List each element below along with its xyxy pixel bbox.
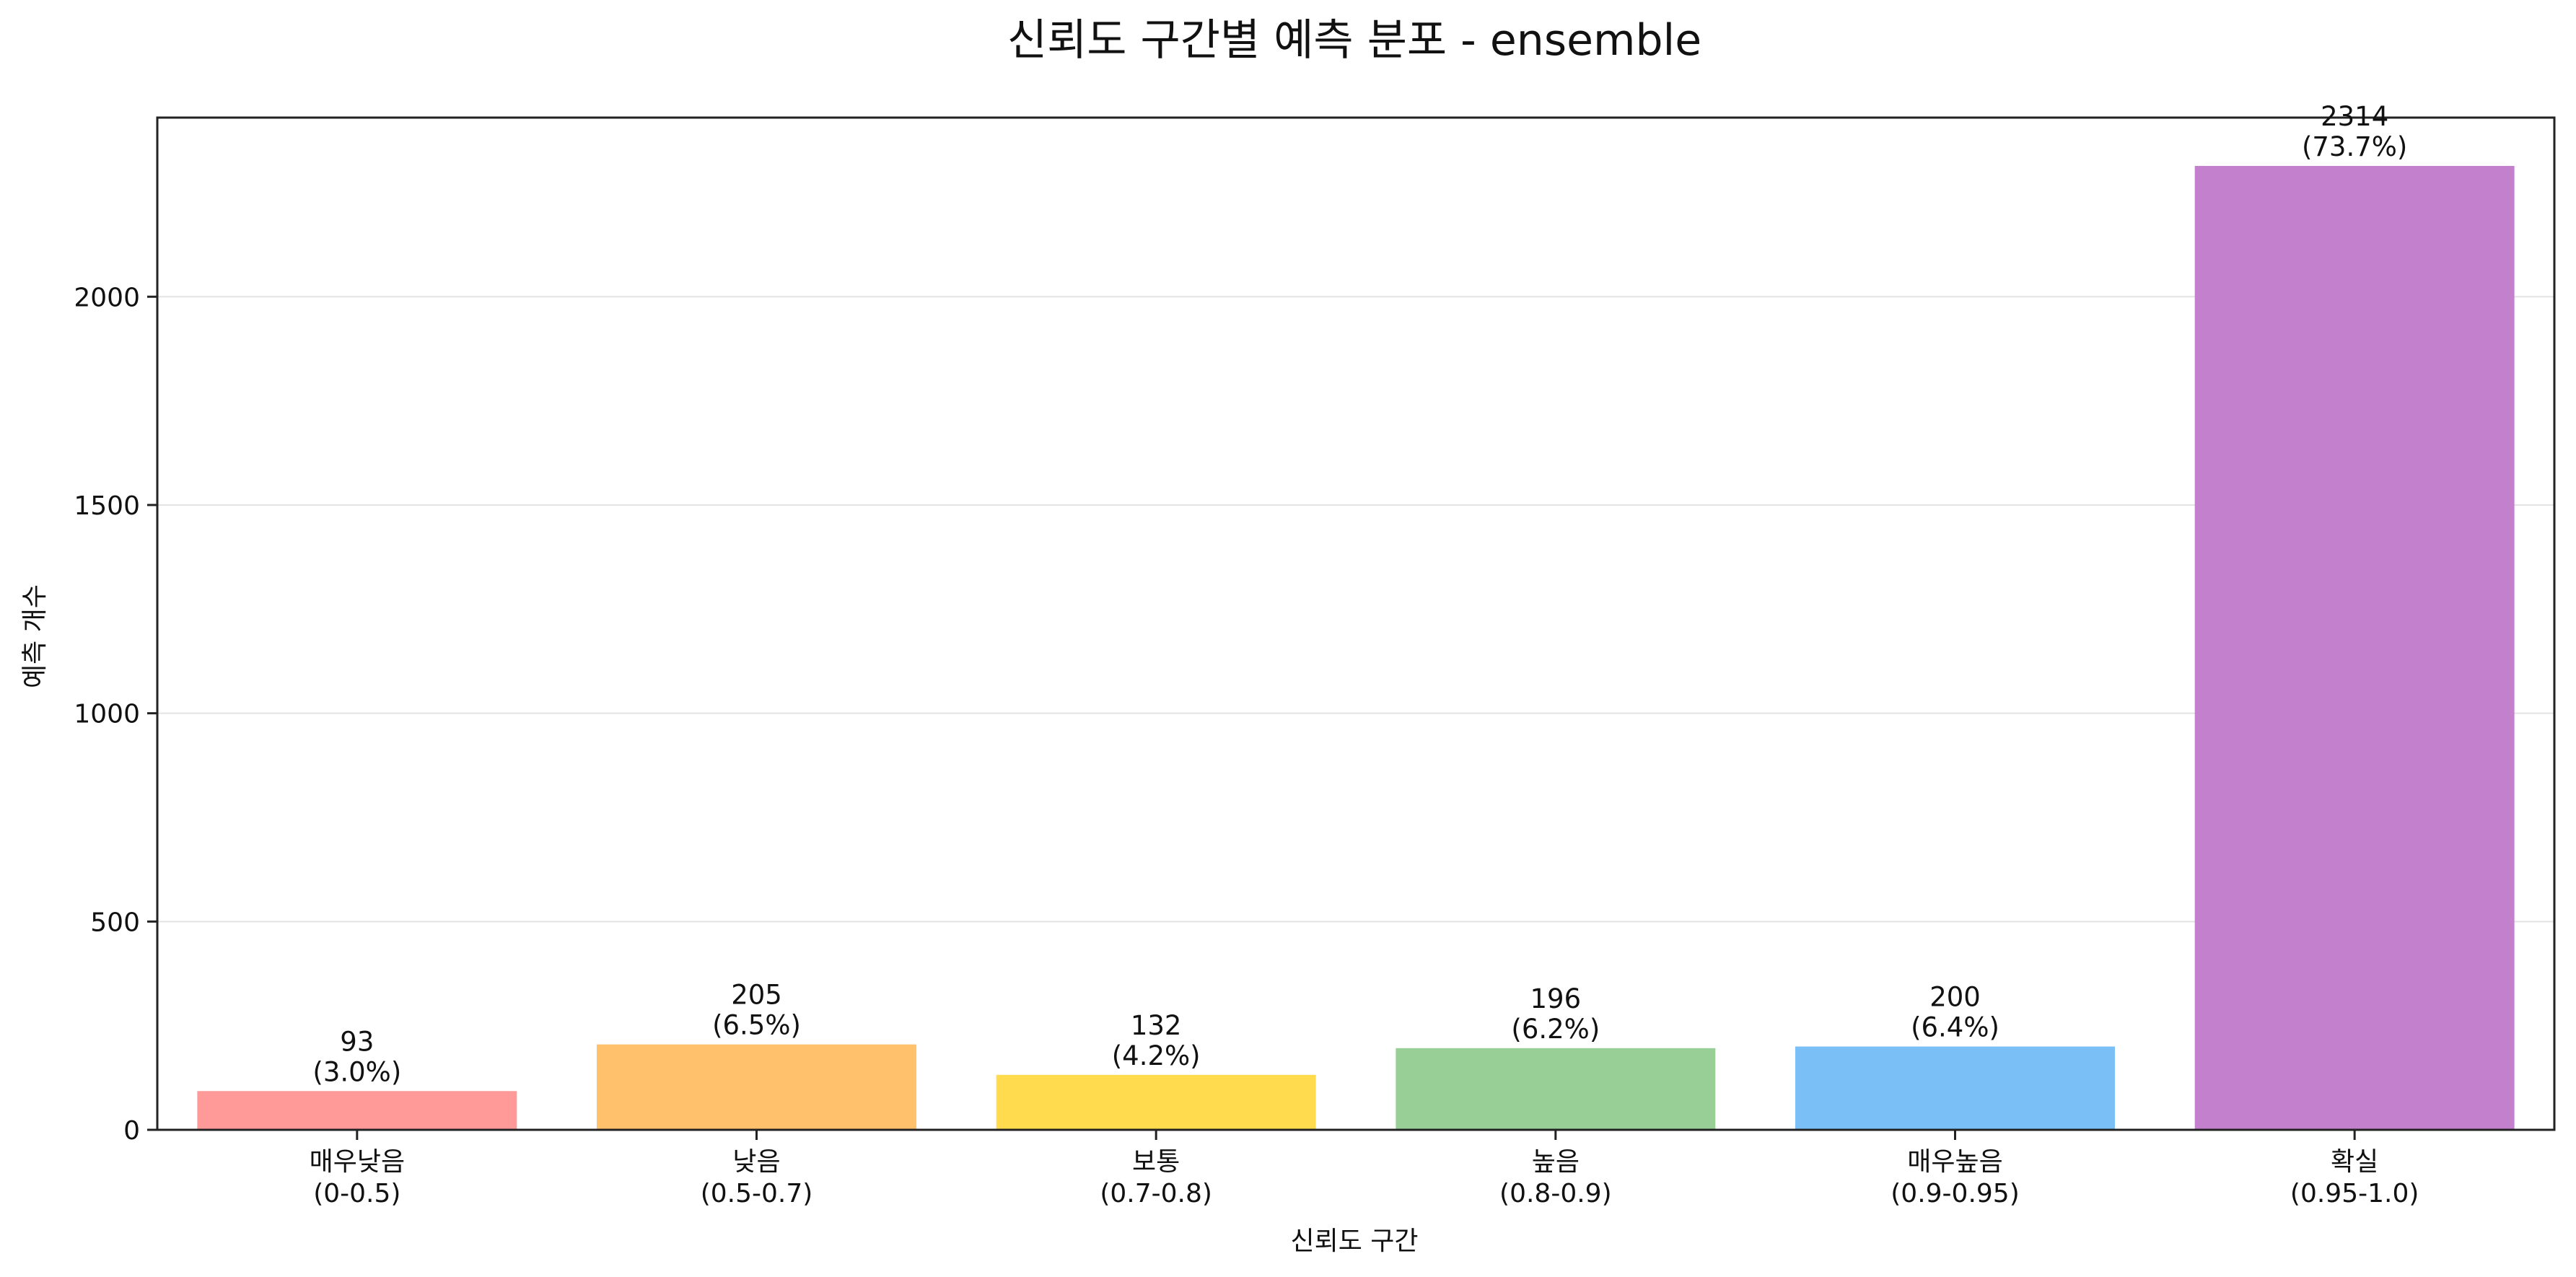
data-label-percent: (6.2%) (1511, 1014, 1600, 1045)
bars (197, 165, 2515, 1130)
data-label-percent: (6.5%) (712, 1010, 801, 1041)
x-tick-range-label: (0-0.5) (313, 1179, 400, 1208)
x-tick-range-label: (0.95-1.0) (2290, 1179, 2419, 1208)
data-labels: 93(3.0%) 205(6.5%) 132(4.2%) 196(6.2%) 200(6… (312, 101, 2407, 1087)
x-tick-label: 매우높음 (1907, 1147, 2002, 1177)
y-tick-label: 1500 (74, 491, 140, 521)
data-label-percent: (6.4%) (1911, 1012, 1999, 1043)
bar-3 (996, 1074, 1316, 1130)
data-label-count: 200 (1929, 982, 1981, 1013)
x-tick-label: 높음 (1532, 1147, 1580, 1177)
data-label-count: 132 (1131, 1010, 1182, 1041)
y-tick-label: 2000 (74, 283, 140, 312)
data-label-percent: (4.2%) (1112, 1040, 1201, 1071)
x-tick-range-label: (0.7-0.8) (1100, 1179, 1212, 1208)
data-label-count: 205 (731, 980, 782, 1011)
y-tick-label: 500 (90, 908, 140, 937)
x-tick-range-label: (0.8-0.9) (1499, 1179, 1612, 1208)
data-label-percent: (3.0%) (312, 1056, 401, 1087)
y-axis-ticks: 0 500 1000 1500 2000 (74, 283, 157, 1146)
grid-lines (157, 296, 2554, 923)
bar-4 (1396, 1048, 1716, 1130)
x-tick-label: 확실 (2331, 1147, 2378, 1177)
x-tick-label: 보통 (1132, 1147, 1180, 1177)
y-tick-label: 1000 (74, 700, 140, 729)
data-label-count: 93 (340, 1026, 374, 1057)
x-tick-range-label: (0.9-0.95) (1891, 1179, 2020, 1208)
bar-2 (597, 1044, 916, 1130)
data-label-percent: (73.7%) (2302, 131, 2407, 162)
chart-title: 신뢰도 구간별 예측 분포 - ensemble (1007, 15, 1701, 66)
x-tick-label: 낮음 (732, 1147, 780, 1177)
x-axis-label: 신뢰도 구간 (1290, 1226, 1418, 1256)
y-tick-label: 0 (123, 1116, 140, 1146)
data-label-count: 196 (1530, 983, 1582, 1014)
bar-6 (2194, 165, 2515, 1130)
data-label-count: 2314 (2321, 101, 2388, 132)
x-tick-range-label: (0.5-0.7) (701, 1179, 813, 1208)
bar-1 (197, 1091, 517, 1130)
x-tick-label: 매우낮음 (310, 1147, 405, 1177)
y-axis-label: 예측 개수 (20, 584, 50, 688)
plot-frame (156, 116, 2556, 1131)
x-axis-ticks: 매우낮음(0-0.5) 낮음(0.5-0.7) 보통(0.7-0.8) 높음(0.8-… (310, 1130, 2419, 1208)
bar-5 (1795, 1046, 2115, 1130)
